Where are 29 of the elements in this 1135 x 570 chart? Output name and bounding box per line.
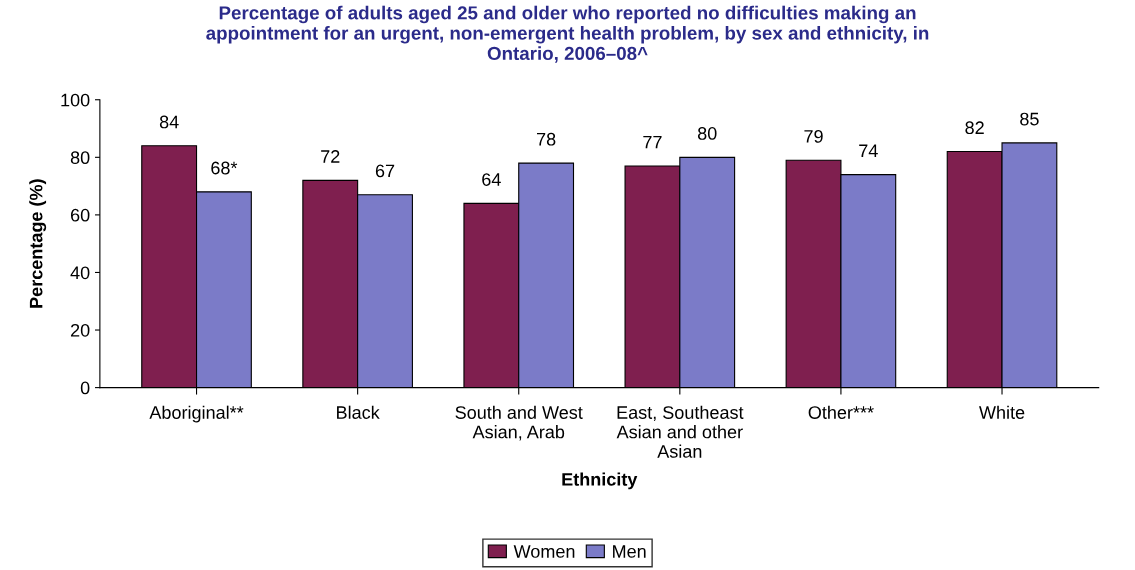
data-label: 78 (537, 132, 556, 146)
data-label: 82 (965, 121, 984, 135)
x-axis-title: Ethnicity (562, 472, 638, 490)
y-axis-title: Percentage (%) (29, 179, 47, 308)
legend-label: Men (613, 545, 646, 558)
x-tick-label: Other*** (808, 405, 874, 419)
data-label: 68* (211, 161, 238, 175)
data-label: 85 (1020, 112, 1039, 126)
y-tick-label: 60 (70, 208, 90, 222)
x-tick-label: Black (337, 405, 380, 419)
y-tick-label: 80 (70, 151, 90, 165)
y-tick-label: 0 (80, 381, 90, 395)
data-label: 84 (159, 115, 179, 129)
data-label: 72 (321, 150, 340, 163)
y-tick-label: 40 (70, 266, 90, 280)
data-label: 80 (697, 127, 717, 140)
legend-label: Women (513, 545, 575, 558)
data-label: 67 (375, 164, 395, 178)
chart-title: Percentage of adults aged 25 and older who reported no difficulties making an appointment for an urgent, non-emergent health problem, by sex and ethnicity, in Ontario, 2006–08^ (206, 5, 929, 63)
y-tick-label: 20 (70, 323, 90, 337)
x-tick-label: East, Southeast Asian and other Asian (616, 405, 744, 458)
data-label: 77 (643, 135, 662, 149)
data-label: 79 (804, 129, 823, 143)
x-tick-label: Aboriginal** (149, 405, 244, 423)
x-tick-label: White (979, 405, 1025, 419)
x-tick-label: South and West Asian, Arab (455, 405, 583, 441)
data-label: 74 (859, 144, 878, 157)
y-tick-label: 100 (61, 93, 90, 107)
data-label: 64 (482, 173, 501, 186)
